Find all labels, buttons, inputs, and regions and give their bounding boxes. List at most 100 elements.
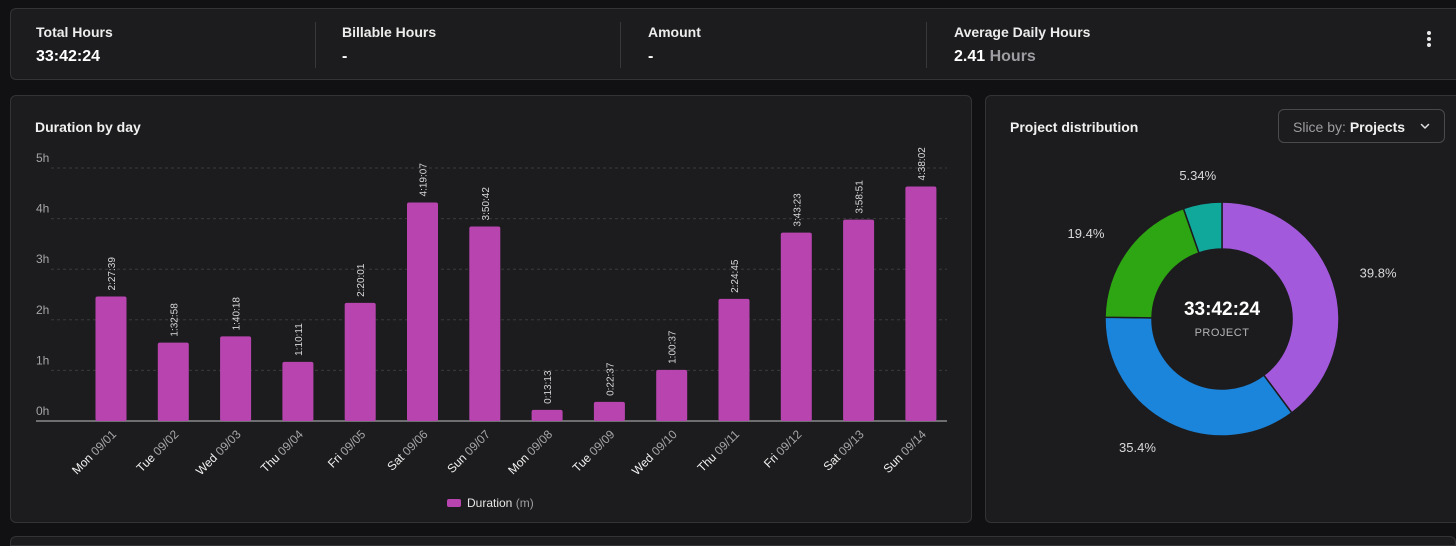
donut-slice[interactable] [1182,201,1223,254]
donut-center-label: PROJECT [1195,327,1250,339]
x-tick-date: 09/11 [712,427,743,458]
x-tick-label: Wed 09/03 [193,427,244,478]
bar[interactable] [593,401,625,421]
bar[interactable] [95,296,127,421]
slice-by-dropdown[interactable]: Slice by: Projects [1278,109,1445,143]
legend-swatch [447,499,461,507]
slice-by-text: Slice by: Projects [1293,119,1405,135]
duration-bar-chart: 0h 1h 2h 3h 4h 5h 2:27:39 Mon 09/01 1:32:58 Tue 0… [36,147,947,510]
more-options-icon[interactable] [1423,31,1435,53]
chart-legend: Duration (m) [447,496,534,510]
stat-divider [315,22,316,68]
y-tick-label: 1h [36,353,49,367]
pie-chart-title: Project distribution [1010,119,1139,135]
donut-slice[interactable] [1104,316,1293,437]
donut-center-value: 33:42:24 [1184,299,1260,320]
legend-series-name: Duration [467,496,512,510]
slice-by-value: Projects [1349,119,1406,135]
bar-value-label: 2:24:45 [730,259,741,293]
x-tick-date: 09/13 [836,427,867,458]
project-distribution-panel: Project distribution Slice by: Projects … [985,95,1456,523]
slice-percent-label: 5.34% [1179,168,1216,183]
bar[interactable] [780,232,812,421]
bar[interactable] [718,298,750,421]
legend-label: Duration (m) [467,496,534,510]
duration-by-day-panel: Duration by day 0h 1h 2h 3h 4h 5h 2:27:39 Mon 0… [10,95,972,523]
average-daily-label: Average Daily Hours [954,24,1091,40]
amount-value: - [648,48,654,65]
x-tick-date: 09/12 [773,427,804,458]
bar[interactable] [344,302,376,421]
bar-value-label: 0:13:13 [543,370,554,404]
x-tick-label: Wed 09/10 [629,427,680,478]
x-tick-date: 09/03 [213,427,244,458]
bar[interactable] [843,219,875,421]
bar-value-label: 2:20:01 [356,263,367,297]
bar-chart-title: Duration by day [35,119,141,135]
y-tick-label: 4h [36,202,49,216]
bar-value-label: 4:38:02 [917,147,928,181]
stat-divider [926,22,927,68]
bar[interactable] [531,409,563,421]
x-tick-label: Sun 09/14 [880,427,929,476]
x-tick-date: 09/10 [649,427,680,458]
project-donut-chart: 33:42:24 PROJECT 39.8% 35.4% 19.4% 5.34% [1068,168,1397,455]
bar-value-label: 1:32:58 [169,303,180,337]
x-tick-label: Thu 09/11 [695,427,743,475]
y-tick-label: 0h [36,404,49,418]
bar-value-label: 3:58:51 [855,180,866,214]
total-hours-label: Total Hours [36,24,113,40]
summary-panel: Total Hours 33:42:24 Billable Hours - Am… [10,8,1456,80]
total-hours-value: 33:42:24 [36,48,101,65]
y-tick-label: 2h [36,303,49,317]
x-tick-date: 09/07 [462,427,493,458]
chevron-down-icon [1420,123,1430,129]
bar-value-label: 3:50:42 [481,187,492,221]
legend-series-unit: (m) [516,496,534,510]
bar-value-label: 1:40:18 [232,297,243,331]
x-tick-date: 09/05 [337,427,368,458]
next-panel-edge [10,536,1456,546]
bar[interactable] [157,342,189,421]
x-tick-date: 09/09 [586,427,617,458]
x-tick-label: Sat 09/06 [384,427,430,473]
x-tick-date: 09/14 [898,427,929,458]
x-tick-label: Sun 09/07 [444,427,493,476]
x-tick-label: Mon 09/01 [69,427,119,477]
x-tick-date: 09/08 [524,427,555,458]
x-tick-label: Thu 09/04 [258,427,306,475]
stat-divider [620,22,621,68]
bar[interactable] [407,202,438,421]
x-tick-date: 09/06 [399,427,430,458]
bar-value-label: 2:27:39 [107,257,118,291]
slice-by-prefix: Slice by: [1293,119,1346,135]
y-tick-label: 5h [36,151,49,165]
slice-percent-label: 39.8% [1360,265,1397,280]
y-tick-label: 3h [36,252,49,266]
slice-percent-label: 35.4% [1119,440,1156,455]
bar[interactable] [656,369,688,421]
x-tick-date: 09/01 [88,427,119,458]
bar-value-label: 1:10:11 [294,323,305,356]
bar-value-label: 3:43:23 [792,193,803,227]
x-tick-label: Tue 09/09 [570,427,618,475]
bar[interactable] [220,336,252,421]
bar[interactable] [905,186,937,421]
bar[interactable] [469,226,501,421]
average-daily-number: 2.41 [954,48,986,65]
x-tick-label: Fri 09/05 [325,427,369,471]
x-tick-day: Fri [761,451,781,471]
average-daily-unit: Hours [989,48,1036,65]
bar-value-label: 0:22:37 [605,362,616,396]
x-tick-label: Mon 09/08 [505,427,555,477]
billable-hours-label: Billable Hours [342,24,437,40]
x-tick-date: 09/02 [150,427,181,458]
billable-hours-value: - [342,48,348,65]
average-daily-value: 2.41 Hours [954,48,1036,66]
x-tick-label: Fri 09/12 [761,427,805,471]
x-tick-date: 09/04 [275,427,306,458]
bar-value-label: 4:19:07 [419,163,430,197]
bar[interactable] [282,361,314,421]
x-tick-label: Tue 09/02 [134,427,182,475]
donut-slice[interactable] [1221,201,1340,414]
